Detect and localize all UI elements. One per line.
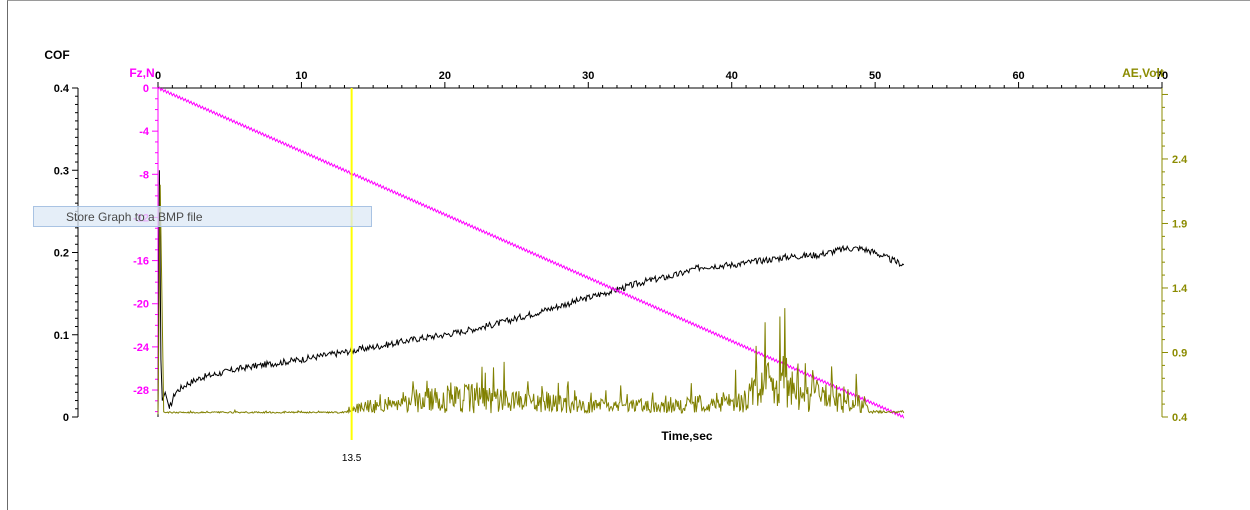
series-line-ae-volt	[157, 184, 905, 415]
x-tick-label: 50	[869, 70, 881, 82]
x-tick-label: 30	[582, 70, 594, 82]
cof-tick-label: 0.3	[54, 165, 69, 177]
x-tick-label: 20	[439, 70, 451, 82]
fz-tick-label: -16	[133, 256, 149, 268]
fz-axis-title: Fz,N	[129, 66, 154, 80]
ae-axis-title: AE,Volt	[1122, 66, 1164, 80]
cof-tick-label: 0.1	[54, 330, 69, 342]
x-tick-label: 0	[155, 70, 161, 82]
x-axis-title: Time,sec	[661, 429, 712, 443]
cof-tick-label: 0.4	[54, 83, 70, 95]
store-graph-tooltip[interactable]: Store Graph to a BMP file	[33, 206, 372, 227]
x-tick-label: 40	[726, 70, 738, 82]
cof-tick-label: 0.2	[54, 248, 69, 260]
cof-axis-title: COF	[44, 48, 69, 62]
cof-tick-label: 0	[63, 412, 69, 424]
fz-tick-label: 0	[143, 83, 149, 95]
fz-tick-label: -4	[139, 126, 150, 138]
ae-tick-label: 1.4	[1172, 283, 1188, 295]
series-line-fz-n	[157, 86, 905, 419]
ae-tick-label: 0.4	[1172, 412, 1188, 424]
fz-tick-label: -8	[139, 169, 149, 181]
fz-tick-label: -20	[133, 299, 149, 311]
ae-tick-label: 1.9	[1172, 218, 1187, 230]
ae-tick-label: 0.9	[1172, 347, 1187, 359]
series-line-cof	[157, 170, 905, 418]
x-tick-label: 60	[1012, 70, 1024, 82]
chart-frame	[7, 0, 1250, 510]
x-tick-label: 10	[295, 70, 307, 82]
store-graph-tooltip-text: Store Graph to a BMP file	[66, 210, 203, 224]
fz-tick-label: -24	[133, 342, 150, 354]
fz-tick-label: -28	[133, 385, 149, 397]
ae-tick-label: 2.4	[1172, 154, 1188, 166]
x-tick-label: 70	[1156, 70, 1168, 82]
time-cursor-label: 13.5	[342, 453, 362, 464]
